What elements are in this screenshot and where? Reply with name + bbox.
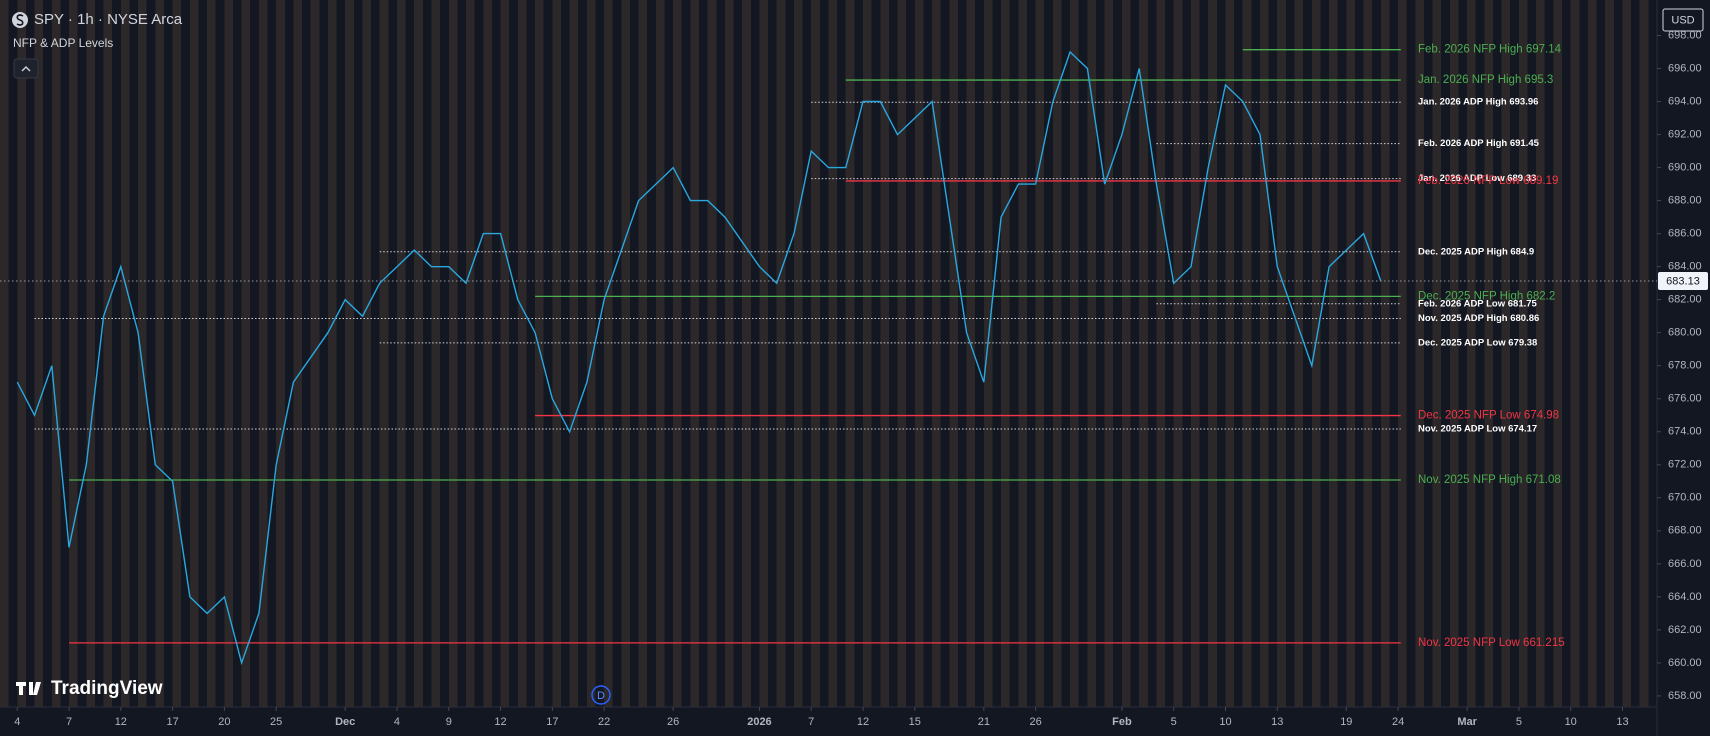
session-background [0, 0, 1657, 707]
x-tick-label: 15 [909, 716, 921, 728]
level-label: Dec. 2025 ADP Low 679.38 [1418, 337, 1537, 348]
x-tick-label: Dec [335, 716, 355, 728]
x-tick-label: 9 [446, 716, 452, 728]
time-axis [0, 707, 1657, 736]
y-tick-label: 684.00 [1668, 261, 1702, 273]
level-label: Feb. 2026 ADP High 691.45 [1418, 138, 1540, 149]
y-tick-label: 698.00 [1668, 29, 1702, 41]
x-tick-label: 17 [546, 716, 558, 728]
level-label: Jan. 2026 ADP Low 689.33 [1418, 173, 1536, 184]
level-label: Feb. 2026 ADP Low 681.75 [1418, 298, 1538, 309]
x-tick-label: 4 [14, 716, 20, 728]
x-tick-label: 20 [218, 716, 230, 728]
x-tick-label: 12 [494, 716, 506, 728]
level-label: Dec. 2025 NFP Low 674.98 [1418, 410, 1559, 422]
x-tick-label: 10 [1219, 716, 1231, 728]
x-tick-label: 12 [857, 716, 869, 728]
y-tick-label: 664.00 [1668, 591, 1702, 603]
x-tick-label: Mar [1457, 716, 1477, 728]
currency-button[interactable] [1662, 8, 1704, 32]
x-tick-label: 13 [1616, 716, 1628, 728]
symbol-icon-glyph [16, 14, 24, 26]
currency: USD [1671, 14, 1694, 26]
x-tick-label: 2026 [747, 716, 771, 728]
last-price-label: 683.13 [1666, 275, 1700, 287]
x-tick-label: 13 [1271, 716, 1283, 728]
last-price-box [1658, 272, 1708, 291]
y-tick-label: 696.00 [1668, 62, 1702, 74]
y-tick-label: 668.00 [1668, 525, 1702, 537]
level-label: Dec. 2025 ADP High 684.9 [1418, 246, 1534, 257]
level-label: Nov. 2025 ADP High 680.86 [1418, 313, 1539, 324]
watermark: TradingView [51, 678, 163, 699]
x-tick-label: 5 [1516, 716, 1522, 728]
x-tick-label: 12 [115, 716, 127, 728]
level-label: Feb. 2026 NFP High 697.14 [1418, 44, 1562, 56]
y-tick-label: 660.00 [1668, 657, 1702, 669]
x-tick-label: 7 [808, 716, 814, 728]
level-label: Dec. 2025 NFP High 682.2 [1418, 290, 1555, 302]
collapse-button[interactable] [13, 58, 39, 79]
x-tick-label: 26 [1030, 716, 1042, 728]
y-tick-label: 676.00 [1668, 393, 1702, 405]
x-tick-label: 22 [598, 716, 610, 728]
y-tick-label: 692.00 [1668, 128, 1702, 140]
y-tick-label: 666.00 [1668, 558, 1702, 570]
x-tick-label: 4 [394, 716, 400, 728]
level-label: Feb. 2026 NFP Low 689.19 [1418, 175, 1558, 187]
x-tick-label: 5 [1171, 716, 1177, 728]
y-tick-label: 670.00 [1668, 492, 1702, 504]
x-tick-label: 26 [667, 716, 679, 728]
y-tick-label: 674.00 [1668, 426, 1702, 438]
indicator-name: NFP & ADP Levels [13, 36, 113, 50]
level-label: Jan. 2026 ADP High 693.96 [1418, 97, 1538, 108]
logo-icon [16, 682, 41, 695]
plot-area: Feb. 2026 NFP High 697.14 Jan. 2026 NFP H… [0, 44, 1657, 666]
y-tick-label: 690.00 [1668, 161, 1702, 173]
level-label: Jan. 2026 NFP High 695.3 [1418, 74, 1553, 86]
level-label: Nov. 2025 NFP Low 661.215 [1418, 637, 1565, 649]
y-tick-label: 662.00 [1668, 624, 1702, 636]
y-tick-label: 694.00 [1668, 95, 1702, 107]
level-label: Nov. 2025 ADP Low 674.17 [1418, 423, 1537, 434]
collapse-arrow [21, 66, 31, 72]
level-label: Nov. 2025 NFP High 671.08 [1418, 474, 1561, 486]
x-tick-label: 7 [66, 716, 72, 728]
event-marker-label: D [597, 690, 605, 702]
x-tick-label: Feb [1112, 716, 1132, 728]
x-tick-label: 25 [270, 716, 282, 728]
x-tick-label: 24 [1392, 716, 1404, 728]
chart-title: SPY · 1h · NYSE Arca [34, 11, 183, 28]
x-tick-label: 19 [1340, 716, 1352, 728]
y-tick-label: 678.00 [1668, 360, 1702, 372]
y-tick-label: 688.00 [1668, 195, 1702, 207]
y-tick-label: 682.00 [1668, 294, 1702, 306]
price-line [16, 50, 1382, 666]
x-tick-label: 21 [978, 716, 990, 728]
y-tick-label: 658.00 [1668, 690, 1702, 702]
y-tick-label: 672.00 [1668, 459, 1702, 471]
x-tick-label: 17 [166, 716, 178, 728]
x-tick-label: 10 [1565, 716, 1577, 728]
price-axis [1657, 0, 1710, 736]
y-tick-label: 686.00 [1668, 228, 1702, 240]
event-marker[interactable] [591, 685, 611, 705]
y-tick-label: 680.00 [1668, 327, 1702, 339]
